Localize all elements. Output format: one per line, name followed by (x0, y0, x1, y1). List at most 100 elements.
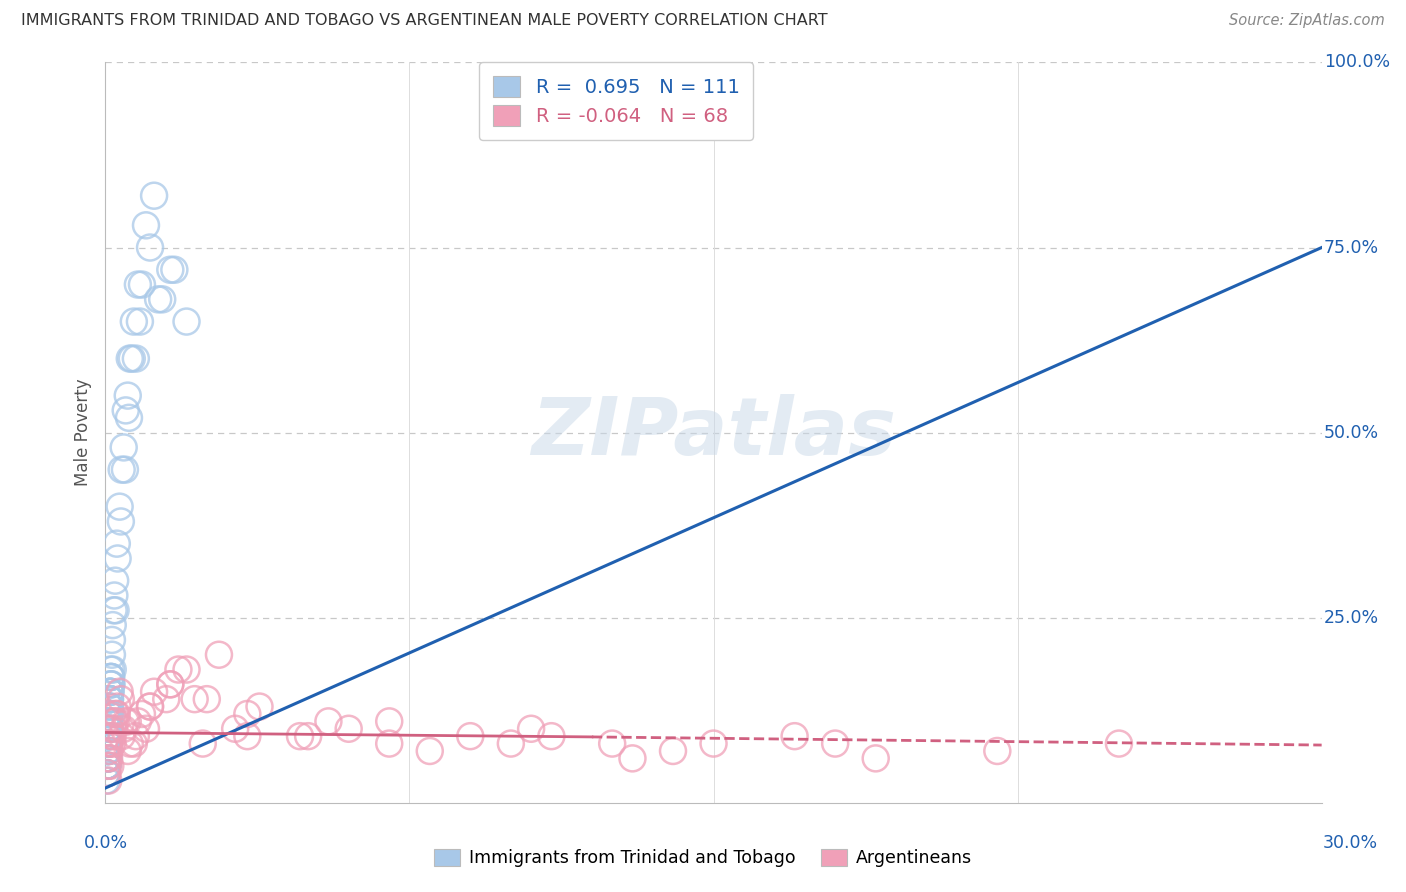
Point (114, 462, 136, 476)
Point (96, 758, 118, 772)
Point (98, 699, 121, 714)
Point (97, 714, 120, 729)
Point (111, 729, 134, 743)
Point (97, 737, 120, 751)
Point (97, 744, 120, 758)
Point (98, 685, 121, 699)
Point (98, 685, 121, 699)
Point (98, 692, 121, 706)
Text: 100.0%: 100.0% (1324, 54, 1391, 71)
Point (159, 677, 181, 691)
Point (378, 737, 401, 751)
Point (98, 744, 121, 758)
Point (159, 677, 181, 691)
Point (97, 737, 120, 751)
Text: 75.0%: 75.0% (1324, 238, 1379, 257)
Point (824, 737, 846, 751)
Point (101, 663, 124, 677)
Point (98, 692, 121, 706)
Point (131, 277, 153, 292)
Point (98, 722, 121, 736)
Point (107, 699, 129, 714)
Text: 25.0%: 25.0% (1324, 608, 1379, 627)
Point (97, 773, 120, 788)
Point (96, 751, 118, 765)
Point (183, 692, 205, 706)
Point (139, 699, 162, 714)
Point (98, 706, 121, 721)
Point (97, 729, 120, 743)
Point (96, 751, 118, 765)
Point (100, 729, 122, 743)
Point (121, 351, 143, 366)
Text: 30.0%: 30.0% (1322, 834, 1378, 852)
Point (288, 729, 311, 743)
Point (702, 737, 725, 751)
Point (100, 670, 122, 684)
Point (98, 706, 121, 721)
Point (419, 744, 441, 758)
Point (97, 744, 120, 758)
Point (114, 714, 136, 729)
Point (297, 729, 319, 743)
Point (224, 722, 246, 736)
Point (236, 706, 259, 721)
Text: IMMIGRANTS FROM TRINIDAD AND TOBAGO VS ARGENTINEAN MALE POVERTY CORRELATION CHAR: IMMIGRANTS FROM TRINIDAD AND TOBAGO VS A… (21, 13, 828, 29)
Point (101, 618, 124, 632)
Point (97, 722, 120, 736)
Point (108, 500, 131, 514)
Point (337, 722, 360, 736)
Point (108, 685, 131, 699)
Point (100, 677, 122, 691)
Point (96, 751, 118, 765)
Point (97, 758, 120, 772)
Point (97, 714, 120, 729)
Point (127, 277, 149, 292)
Point (139, 240, 162, 255)
Point (96, 758, 118, 772)
Text: ZIPatlas: ZIPatlas (531, 393, 896, 472)
Point (96, 751, 118, 765)
Point (117, 744, 139, 758)
Point (97, 737, 120, 751)
Point (96, 758, 118, 772)
Point (540, 729, 562, 743)
Point (100, 670, 122, 684)
Point (458, 729, 481, 743)
Point (520, 722, 543, 736)
Point (104, 574, 127, 588)
Point (96, 766, 118, 780)
Point (97, 744, 120, 758)
Point (104, 714, 127, 729)
Point (96, 758, 118, 772)
Point (98, 699, 121, 714)
Point (97, 729, 120, 743)
Point (98, 706, 121, 721)
Point (378, 714, 401, 729)
Point (499, 737, 522, 751)
Point (131, 706, 153, 721)
Point (176, 663, 198, 677)
Legend: R =  0.695   N = 111, R = -0.064   N = 68: R = 0.695 N = 111, R = -0.064 N = 68 (479, 62, 754, 140)
Point (97, 737, 120, 751)
Point (97, 737, 120, 751)
Point (105, 706, 128, 721)
Point (97, 714, 120, 729)
Point (96, 766, 118, 780)
Point (98, 722, 121, 736)
Point (98, 722, 121, 736)
Point (97, 737, 120, 751)
Point (117, 714, 139, 729)
Point (98, 692, 121, 706)
Point (110, 515, 132, 529)
Point (117, 388, 139, 402)
Point (150, 293, 173, 307)
Point (96, 758, 118, 772)
Point (986, 744, 1008, 758)
Point (143, 685, 166, 699)
Point (96, 737, 118, 751)
Point (98, 758, 121, 772)
Point (103, 603, 125, 617)
Point (96, 766, 118, 780)
Point (143, 188, 166, 202)
